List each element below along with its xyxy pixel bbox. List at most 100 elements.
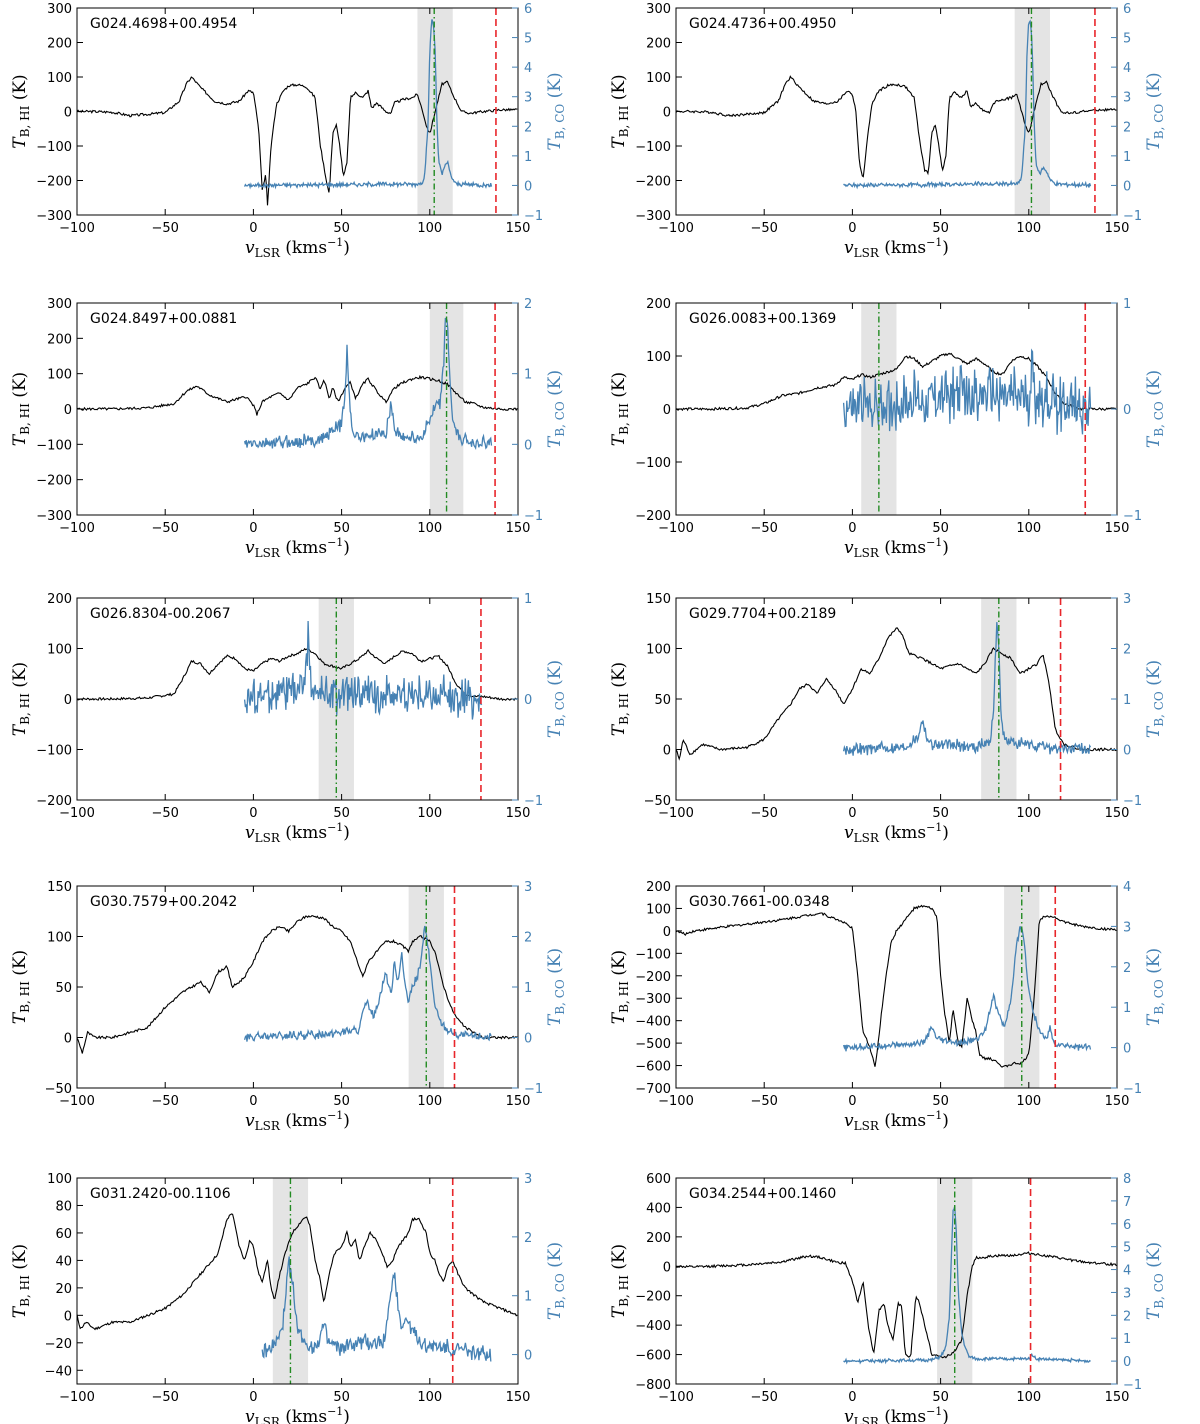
co-tick-label: −1 [524,509,543,524]
co-spectrum-line [842,348,1092,435]
co-tick-label: 0 [1123,1355,1131,1370]
co-tick-label: 5 [1123,1241,1131,1256]
hi-axis-label: TB, HI (K) [10,74,32,148]
hi-axis-label: TB, HI (K) [609,372,631,446]
hi-tick-label: 100 [47,71,72,86]
hi-tick-label: 400 [646,1201,671,1216]
x-tick-label: 100 [1016,1094,1041,1109]
hi-tick-label: −300 [36,509,72,524]
x-axis-label: vLSR (kms−1) [245,236,350,260]
co-tick-label: 1 [1123,1001,1131,1016]
co-tick-label: 2 [524,931,532,946]
x-tick-label: −50 [750,221,777,236]
co-tick-label: 2 [1123,120,1131,135]
hi-tick-label: 100 [47,1172,72,1187]
x-tick-label: 100 [1016,1390,1041,1405]
co-tick-label: −1 [1123,209,1142,224]
x-axis-label: vLSR (kms−1) [844,1405,949,1424]
x-tick-label: 0 [249,521,257,536]
co-tick-label: 2 [1123,1309,1131,1324]
x-tick-label: −100 [59,806,95,821]
hi-tick-label: −400 [635,1319,671,1334]
x-tick-label: −100 [658,521,694,536]
hi-tick-label: −50 [644,794,671,809]
co-spectrum-line [842,926,1092,1052]
co-tick-label: 1 [1123,693,1131,708]
x-tick-label: −100 [658,221,694,236]
hi-spectrum-line [676,75,1117,178]
hi-tick-label: −200 [635,1290,671,1305]
x-tick-label: 0 [848,1094,856,1109]
hi-tick-label: 100 [646,902,671,917]
hi-tick-label: 0 [663,106,671,121]
x-tick-label: −100 [59,221,95,236]
co-tick-label: 1 [1123,1332,1131,1347]
hi-tick-label: 20 [55,1282,72,1297]
source-name-label: G026.8304-00.2067 [90,606,231,622]
x-tick-label: −100 [59,521,95,536]
hi-tick-label: 200 [47,592,72,607]
co-tick-label: 3 [524,1172,532,1187]
hi-tick-label: 300 [47,2,72,17]
x-tick-label: 100 [417,806,442,821]
hi-tick-label: −800 [635,1378,671,1393]
source-name-label: G024.4736+00.4950 [689,16,836,32]
hi-spectrum-line [676,1251,1117,1359]
plot-frame [76,885,519,1089]
chart-panel: −100 −50 0 50 100 150−800−600−400−20002004006… [609,1172,1166,1424]
co-spectrum-line [843,19,1092,190]
x-tick-label: 150 [1105,1390,1130,1405]
plot-frame [675,885,1118,1089]
co-tick-label: −1 [524,1082,543,1097]
co-tick-label: 3 [1123,91,1131,106]
co-tick-label: 4 [1123,880,1131,895]
hi-tick-label: −600 [635,1060,671,1075]
x-tick-label: 100 [417,1390,442,1405]
co-tick-label: −1 [1123,1378,1142,1393]
x-tick-label: −50 [151,806,178,821]
co-axis-label: TB, CO (K) [1144,948,1166,1026]
co-tick-label: 3 [1123,592,1131,607]
co-spectrum-line [842,622,1092,756]
plot-frame [675,7,1118,216]
co-tick-label: 8 [1123,1172,1131,1187]
x-tick-label: 50 [333,1094,350,1109]
x-tick-label: 150 [506,1390,531,1405]
hi-tick-label: 0 [663,403,671,418]
chart-panel: −100 −50 0 50 100 150−700−600−500−400−300−200… [609,880,1166,1133]
co-axis-label: TB, CO (K) [1144,370,1166,448]
hi-axis-label: TB, HI (K) [609,950,631,1024]
x-tick-label: 100 [1016,806,1041,821]
x-axis-label: vLSR (kms−1) [245,821,350,845]
co-spectrum-line [243,19,493,190]
chart-panel: −100 −50 0 50 100 150−200−1000100200−101G026.… [10,592,567,845]
co-tick-label: 7 [1123,1195,1131,1210]
x-tick-label: 0 [848,806,856,821]
x-tick-label: −50 [151,221,178,236]
hi-tick-label: 0 [663,744,671,759]
x-tick-label: 0 [848,221,856,236]
co-tick-label: 0 [1123,1042,1131,1057]
x-tick-label: −50 [151,521,178,536]
hi-axis-label: TB, HI (K) [609,1244,631,1318]
co-tick-label: 6 [1123,2,1131,17]
hi-tick-label: 100 [646,71,671,86]
co-tick-label: 0 [524,693,532,708]
velocity-window-shade [408,886,444,1088]
x-tick-label: 0 [848,1390,856,1405]
x-tick-label: 50 [333,521,350,536]
source-name-label: G024.4698+00.4954 [90,16,237,32]
chart-panel: −100 −50 0 50 100 150−300−200−1000100200300−1… [609,2,1166,260]
hi-tick-label: −300 [36,209,72,224]
x-tick-label: −50 [750,1390,777,1405]
hi-tick-label: 80 [55,1199,72,1214]
hi-tick-label: 200 [646,1231,671,1246]
x-tick-label: 100 [417,521,442,536]
hi-tick-label: −200 [635,509,671,524]
hi-tick-label: −700 [635,1082,671,1097]
hi-tick-label: 0 [663,1260,671,1275]
x-axis-label: vLSR (kms−1) [844,236,949,260]
velocity-window-shade [1004,886,1040,1088]
hi-axis-label: TB, HI (K) [609,662,631,736]
